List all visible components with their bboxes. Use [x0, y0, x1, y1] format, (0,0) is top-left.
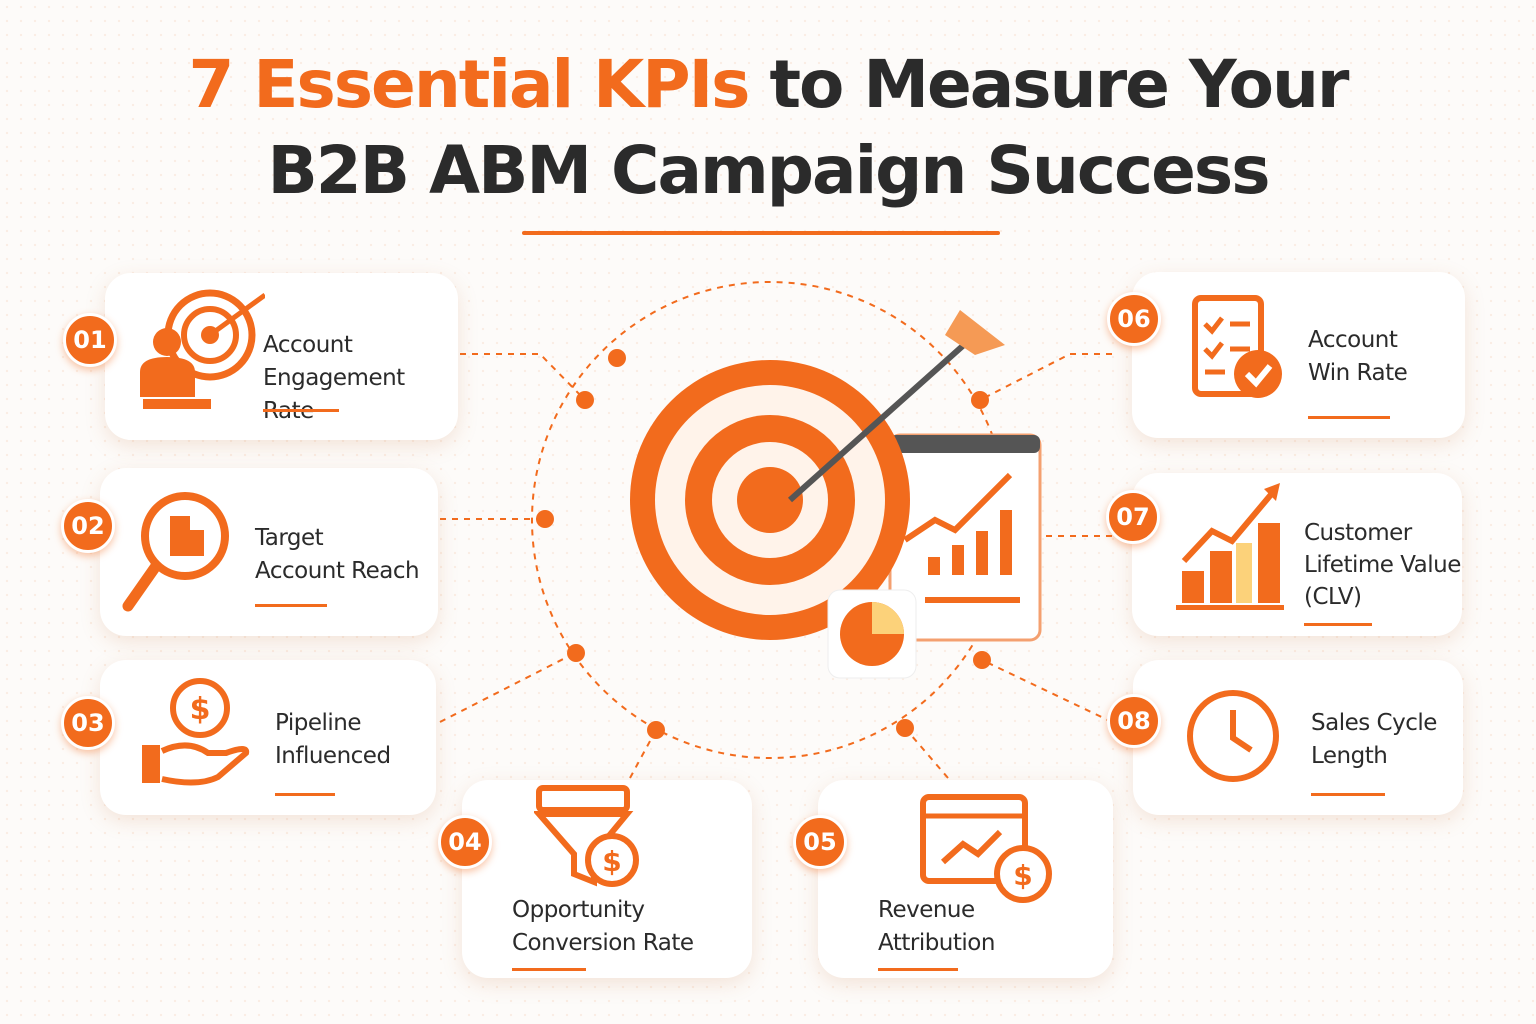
- kpi-card-07: Customer Lifetime Value (CLV): [1132, 473, 1462, 636]
- kpi-label-line1: Account: [263, 332, 353, 358]
- funnel-dollar-icon: $: [534, 785, 639, 887]
- svg-text:$: $: [602, 845, 621, 878]
- magnifier-building-icon: [122, 492, 229, 612]
- kpi-badge-08: 08: [1107, 694, 1161, 748]
- kpi-card-04: $ Opportunity Conversion Rate: [462, 780, 752, 978]
- browser-chart-dollar-icon: $: [920, 794, 1052, 903]
- kpi-label-line2: Account Reach: [255, 558, 420, 584]
- kpi-badge-02: 02: [61, 499, 115, 553]
- kpi-card-06: Account Win Rate: [1132, 272, 1465, 438]
- title-underline: [522, 231, 1000, 235]
- kpi-label-line2: Engagement Rate: [263, 365, 405, 424]
- kpi-badge-03: 03: [61, 696, 115, 750]
- kpi-badge-01: 01: [63, 313, 117, 367]
- title-highlight: 7 Essential KPIs: [188, 46, 751, 123]
- kpi-label-line2: Lifetime Value: [1304, 552, 1461, 578]
- kpi-card-05: $ Revenue Attribution: [818, 780, 1113, 978]
- target-arrow-dashboard-icon: [630, 310, 1042, 679]
- title-line-2: B2B ABM Campaign Success: [267, 132, 1270, 209]
- kpi-label-line1: Customer: [1304, 520, 1412, 546]
- kpi-label-line1: Opportunity: [512, 897, 645, 923]
- kpi-badge-05: 05: [793, 815, 847, 869]
- kpi-badge-06: 06: [1107, 292, 1161, 346]
- kpi-label-line2: Influenced: [275, 743, 391, 769]
- kpi-underline: [512, 968, 586, 971]
- kpi-label-line1: Revenue: [878, 897, 975, 923]
- kpi-label-line1: Target: [255, 525, 324, 551]
- kpi-label-line3: (CLV): [1304, 584, 1362, 610]
- kpi-underline: [255, 604, 327, 607]
- kpi-card-08: Sales Cycle Length: [1133, 660, 1463, 815]
- kpi-label-line2: Length: [1311, 743, 1388, 769]
- checklist-icon: [1192, 295, 1282, 398]
- kpi-badge-04: 04: [438, 815, 492, 869]
- kpi-underline: [878, 968, 958, 971]
- kpi-card-02: Target Account Reach: [100, 468, 438, 636]
- kpi-underline: [263, 409, 339, 412]
- title-rest: to Measure Your: [748, 46, 1349, 123]
- kpi-card-03: $ Pipeline Influenced: [100, 660, 436, 815]
- kpi-card-01: Account Engagement Rate: [105, 273, 458, 440]
- svg-text:$: $: [1013, 859, 1032, 892]
- svg-text:$: $: [190, 692, 211, 727]
- kpi-label-line2: Conversion Rate: [512, 930, 694, 956]
- kpi-label-line1: Pipeline: [275, 710, 362, 736]
- kpi-label-line2: Attribution: [878, 930, 995, 956]
- kpi-underline: [1311, 793, 1385, 796]
- kpi-underline: [1304, 623, 1372, 626]
- kpi-label-line2: Win Rate: [1308, 360, 1408, 386]
- bar-chart-growth-icon: [1176, 483, 1284, 610]
- title-line-1: 7 Essential KPIs to Measure Your: [0, 46, 1536, 123]
- clock-icon: [1187, 690, 1279, 782]
- kpi-badge-07: 07: [1106, 490, 1160, 544]
- hand-dollar-icon: $: [142, 678, 250, 786]
- kpi-label-line1: Account: [1308, 327, 1398, 353]
- kpi-underline: [275, 793, 335, 796]
- target-person-icon: [140, 289, 265, 409]
- kpi-label-line1: Sales Cycle: [1311, 710, 1437, 736]
- kpi-underline: [1308, 416, 1390, 419]
